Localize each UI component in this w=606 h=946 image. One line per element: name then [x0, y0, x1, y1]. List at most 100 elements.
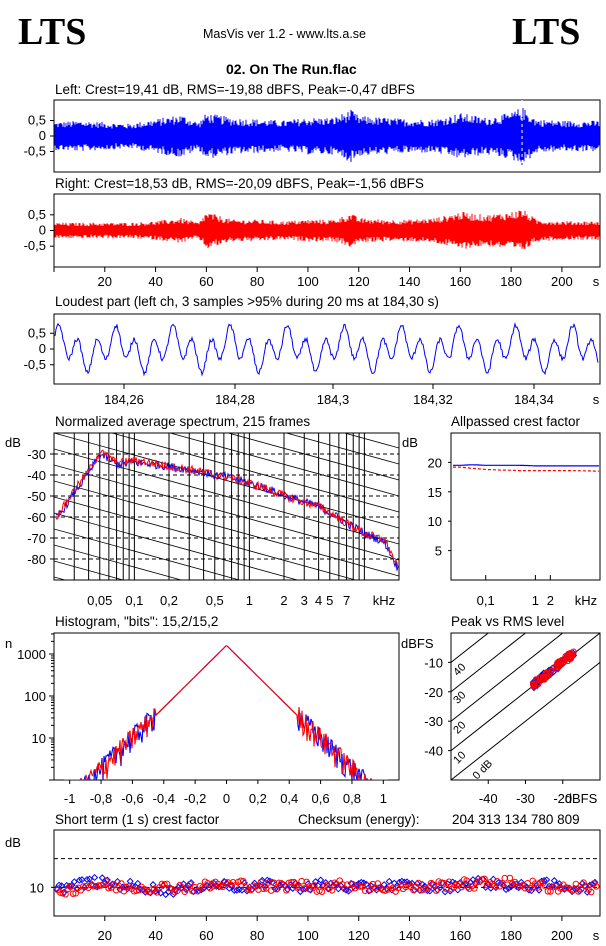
loudest-ytick-label: -0,5 — [24, 357, 46, 372]
short-term-xtick-label: 140 — [399, 928, 421, 943]
spectrum-ytick-label: -30 — [27, 447, 46, 462]
peak-rms-crest-line — [451, 661, 600, 780]
histogram-xtick-label: -1 — [64, 791, 76, 806]
histogram-ytick-label: 100 — [24, 689, 46, 704]
short-term-point-r — [239, 877, 247, 885]
short-term-point-r — [158, 880, 166, 888]
histogram-plot — [64, 645, 388, 780]
histogram-xtick-label: 0 — [223, 791, 230, 806]
spectrum-slope-line — [54, 641, 399, 736]
peak-rms-ytick-label: -40 — [424, 744, 443, 759]
spectrum-slope-line — [54, 464, 399, 561]
spectrum-slope-line — [226, 433, 399, 481]
right-channel-label: Right: Crest=18,53 dB, RMS=-20,09 dBFS, … — [55, 176, 424, 191]
short-term-plot — [54, 858, 600, 899]
peak-rms-label: Peak vs RMS level — [451, 614, 565, 629]
short-term-point-l — [86, 875, 94, 883]
time-xtick-label: 100 — [297, 274, 319, 289]
time-xtick-label: 140 — [399, 274, 421, 289]
short-term-point-r — [587, 888, 595, 896]
loudest-frame — [53, 313, 601, 385]
short-term-point-r — [153, 889, 161, 896]
left-waveform-ytick-label: -0,5 — [24, 143, 46, 158]
peak-rms-crest-label: 10 — [451, 749, 468, 766]
spectrum-ytick-label: -50 — [27, 489, 46, 504]
spectrum-slope-line — [54, 560, 125, 580]
short-term-point-r — [257, 878, 265, 886]
short-term-point-r — [501, 874, 509, 882]
short-term-point-r — [542, 882, 549, 890]
short-term-point-r — [72, 890, 79, 897]
allpassed-xtick-label: 1 — [532, 593, 539, 608]
short-term-point-r — [432, 887, 440, 894]
short-term-point-l — [454, 886, 462, 894]
loudest-ytick-label: 0 — [39, 341, 46, 356]
peak-rms-crest-label: 20 — [451, 719, 468, 736]
peak-rms-crest-label: 40 — [451, 661, 468, 678]
spectrum-ytick-label: -60 — [27, 510, 46, 525]
short-term-xtick-label: 160 — [449, 928, 471, 943]
histogram-xtick-label: -0,2 — [184, 791, 206, 806]
peak-rms-point-r — [535, 680, 542, 688]
allpassed-curve-l — [453, 464, 599, 467]
peak-rms-crest-line — [451, 633, 600, 752]
histogram-curve-r — [64, 645, 388, 780]
time-xtick-label: 160 — [449, 274, 471, 289]
spectrum-slope-line — [110, 433, 399, 513]
short-term-point-r — [453, 881, 460, 888]
allpassed-ytick-label: 10 — [428, 514, 442, 529]
peak-rms-xunit: dBFS — [565, 791, 598, 806]
checksum-label: Checksum (energy): — [298, 812, 420, 827]
short-term-point-r — [430, 881, 437, 889]
peak-rms-point-r — [532, 676, 540, 683]
checksum-value: 204 313 134 780 809 — [452, 812, 580, 827]
histogram-xtick-label: 0,2 — [249, 791, 267, 806]
spectrum-xtick-label: 2 — [280, 593, 287, 608]
histogram-yunit: n — [5, 636, 12, 651]
peak-rms-point-r — [536, 674, 543, 681]
spectrum-slope-line — [54, 576, 67, 580]
peak-rms-point-r — [555, 663, 562, 670]
peak-rms-xtick-label: -40 — [479, 791, 498, 806]
peak-rms-point-r — [564, 651, 572, 658]
short-term-point-l — [289, 884, 297, 892]
peak-rms-point-r — [548, 667, 555, 675]
time-xtick-label: 120 — [348, 274, 370, 289]
peak-rms-point-r — [530, 683, 537, 690]
spectrum-ytick-label: -70 — [27, 531, 46, 546]
short-term-point-r — [173, 887, 181, 895]
left-waveform-signal — [54, 108, 600, 165]
peak-rms-point-r — [564, 655, 571, 662]
loudest-axis-unit: s — [593, 392, 600, 407]
left-channel-label: Left: Crest=19,41 dB, RMS=-19,88 dBFS, P… — [55, 82, 415, 97]
logo-left: LTS — [18, 11, 87, 53]
short-term-point-r — [69, 890, 77, 897]
peak-rms-xtick-label: -30 — [516, 791, 535, 806]
spectrum-xtick-label: 1 — [246, 593, 253, 608]
loudest-xtick-label: 184,32 — [413, 392, 453, 407]
spectrum-slope-line — [284, 433, 399, 465]
short-term-xtick-label: 200 — [551, 928, 573, 943]
spectrum-slope-line — [54, 448, 399, 545]
peak-rms-frame — [450, 632, 601, 781]
peak-rms-point-r — [556, 660, 563, 667]
spectrum-xtick-label: 4 — [315, 593, 322, 608]
short-term-point-r — [458, 883, 465, 891]
loudest-xtick-label: 184,26 — [104, 392, 144, 407]
peak-rms-point-r — [569, 652, 576, 659]
spectrum-curve-r — [55, 449, 399, 568]
app-version-line: MasVis ver 1.2 - www.lts.a.se — [203, 27, 367, 41]
short-term-point-r — [217, 883, 224, 890]
histogram-xtick-label: -0,8 — [90, 791, 112, 806]
spectrum-slope-line — [54, 480, 399, 577]
short-term-point-r — [186, 880, 194, 888]
short-term-point-r — [463, 877, 471, 885]
spectrum-xunit: kHz — [373, 593, 395, 608]
short-term-point-r — [237, 877, 244, 885]
peak-rms-xtick-label: -20 — [553, 791, 572, 806]
spectrum-xtick-label: 5 — [326, 593, 333, 608]
spectrum-slope-line — [54, 609, 399, 704]
histogram-xtick-label: 0,4 — [280, 791, 298, 806]
short-term-point-r — [199, 884, 206, 891]
peak-rms-plot — [451, 633, 600, 780]
